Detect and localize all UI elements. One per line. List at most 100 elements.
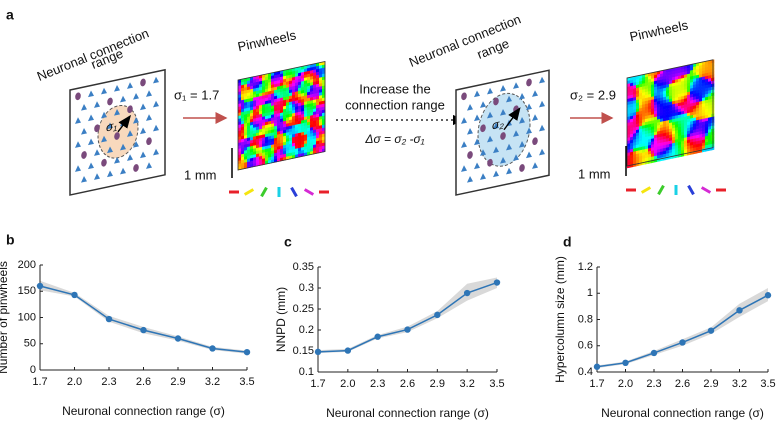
map-pixel bbox=[699, 145, 703, 150]
map-pixel bbox=[253, 112, 257, 117]
neuron-triangle bbox=[474, 114, 480, 122]
map-pixel bbox=[304, 80, 308, 85]
map-pixel bbox=[705, 141, 709, 146]
neuron-triangle bbox=[101, 135, 107, 143]
map-pixel bbox=[262, 137, 266, 142]
map-pixel bbox=[693, 117, 697, 122]
neuron-triangle bbox=[81, 128, 87, 135]
map-pixel bbox=[253, 145, 257, 150]
map-pixel bbox=[277, 95, 281, 100]
map-pixel bbox=[250, 82, 254, 87]
map-pixel bbox=[271, 135, 275, 140]
map-pixel bbox=[663, 96, 667, 101]
map-pixel bbox=[630, 157, 634, 162]
map-pixel bbox=[310, 141, 314, 146]
neuron-triangle bbox=[500, 157, 506, 164]
map-pixel bbox=[642, 116, 646, 121]
map-pixel bbox=[322, 136, 326, 141]
map-pixel bbox=[693, 96, 697, 101]
map-pixel bbox=[304, 83, 308, 88]
map-pixel bbox=[636, 111, 640, 116]
neuron-triangle bbox=[133, 92, 139, 100]
map-pixel bbox=[696, 122, 700, 127]
map-pixel bbox=[313, 123, 317, 128]
map-pixel bbox=[699, 85, 703, 90]
map-pixel bbox=[316, 128, 320, 133]
neuron-triangle bbox=[127, 154, 133, 161]
map-pixel bbox=[277, 146, 281, 151]
map-pixel bbox=[277, 110, 281, 115]
map-pixel bbox=[660, 109, 664, 114]
map-pixel bbox=[669, 113, 673, 118]
map-pixel bbox=[642, 74, 646, 79]
map-pixel bbox=[675, 121, 679, 126]
map-pixel bbox=[687, 70, 691, 75]
map-pixel bbox=[642, 128, 646, 133]
map-pixel bbox=[651, 78, 655, 83]
map-pixel bbox=[693, 63, 697, 68]
map-pixel bbox=[630, 109, 634, 114]
map-pixel bbox=[681, 140, 685, 145]
map-pixel bbox=[666, 156, 670, 161]
map-pixel bbox=[633, 100, 637, 105]
map-pixel bbox=[684, 83, 688, 88]
map-pixel bbox=[259, 74, 263, 79]
ellipse-sigma: σ₁ bbox=[106, 118, 117, 134]
map-pixel bbox=[292, 103, 296, 108]
map-pixel bbox=[687, 100, 691, 105]
map-pixel bbox=[636, 90, 640, 95]
map-pixel bbox=[702, 106, 706, 111]
map-pixel bbox=[286, 135, 290, 140]
map-pixel bbox=[283, 105, 287, 110]
map-pixel bbox=[657, 151, 661, 156]
map-pixel bbox=[265, 130, 269, 135]
map-pixel bbox=[627, 119, 631, 124]
map-pixel bbox=[654, 80, 658, 85]
map-pixel bbox=[633, 85, 637, 90]
map-pixel bbox=[663, 75, 667, 80]
map-pixel bbox=[301, 104, 305, 109]
map-pixel bbox=[316, 89, 320, 94]
map-pixel bbox=[690, 69, 694, 74]
map-pixel bbox=[681, 98, 685, 103]
map-pixel bbox=[274, 119, 278, 124]
map-pixel bbox=[295, 70, 299, 75]
map-pixel bbox=[289, 134, 293, 139]
neuron-triangle bbox=[114, 157, 120, 164]
map-pixel bbox=[265, 82, 269, 87]
map-pixel bbox=[259, 149, 263, 154]
map-pixel bbox=[657, 109, 661, 114]
map-pixel bbox=[250, 115, 254, 120]
neuron-triangle bbox=[461, 117, 467, 124]
map-pixel bbox=[678, 78, 682, 83]
map-pixel bbox=[681, 128, 685, 133]
map-pixel bbox=[702, 115, 706, 120]
map-pixel bbox=[660, 88, 664, 93]
map-pixel bbox=[651, 141, 655, 146]
map-pixel bbox=[304, 110, 308, 115]
neuron-triangle bbox=[88, 138, 94, 146]
map-pixel bbox=[627, 98, 631, 103]
map-pixel bbox=[256, 99, 260, 104]
map-pixel bbox=[307, 73, 311, 78]
map-pixel bbox=[651, 72, 655, 77]
map-pixel bbox=[630, 163, 634, 168]
map-pixel bbox=[280, 133, 284, 138]
map-pixel bbox=[259, 104, 263, 109]
map-pixel bbox=[301, 149, 305, 154]
neuron-triangle bbox=[461, 141, 467, 148]
map-pixel bbox=[253, 85, 257, 90]
map-pixel bbox=[265, 118, 269, 123]
map-pixel bbox=[301, 77, 305, 82]
map-pixel bbox=[277, 83, 281, 88]
map-pixel bbox=[289, 77, 293, 82]
map-pixel bbox=[316, 101, 320, 106]
map-pixel bbox=[268, 108, 272, 113]
map-pixel bbox=[265, 154, 269, 159]
map-pixel bbox=[654, 152, 658, 157]
map-pixel bbox=[630, 100, 634, 105]
map-pixel bbox=[277, 140, 281, 145]
map-pixel bbox=[310, 75, 314, 80]
map-pixel bbox=[265, 85, 269, 90]
map-pixel bbox=[310, 126, 314, 131]
